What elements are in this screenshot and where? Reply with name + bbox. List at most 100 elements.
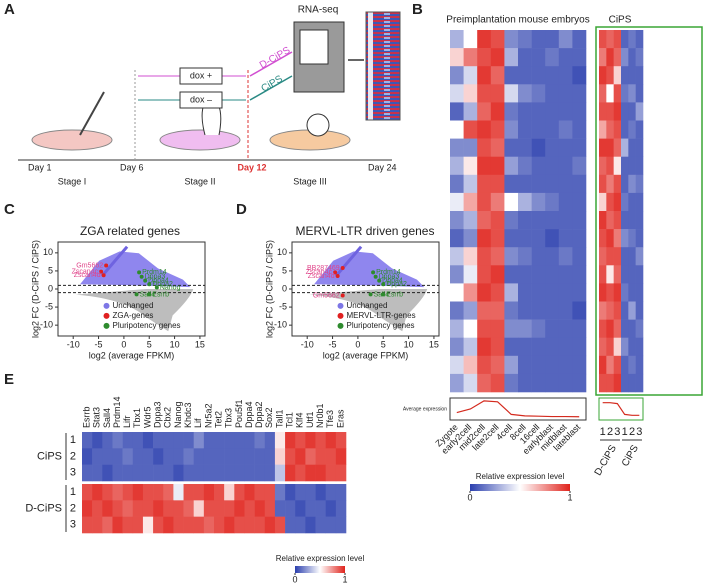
- heatmap-cell: [325, 432, 337, 449]
- heatmap-cell: [504, 283, 519, 302]
- column-label: 2: [607, 426, 613, 438]
- heatmap-cell: [132, 448, 144, 465]
- gene-label: Zscan4c: [306, 269, 333, 276]
- y-axis-label: log2 FC (D-CiPS / CiPS): [264, 240, 274, 338]
- heatmap-cell: [92, 484, 103, 501]
- x-tick-label: 15: [195, 339, 205, 349]
- heatmap-cell: [325, 464, 337, 482]
- heatmap-cell: [477, 355, 492, 375]
- heatmap-cell: [572, 48, 587, 67]
- heatmap-cell: [463, 301, 478, 320]
- arrow: [249, 75, 293, 101]
- heatmap-cell: [173, 464, 184, 482]
- heatmap-cell: [285, 448, 296, 465]
- heatmap-cell: [477, 48, 492, 67]
- heatmap-cell: [518, 211, 532, 230]
- legend-label: ZGA-genes: [113, 311, 154, 320]
- y-tick-label: -10: [274, 320, 287, 330]
- heatmap-cell: [82, 464, 93, 482]
- heatmap-cell: [305, 448, 316, 465]
- heatmap-cell: [325, 500, 337, 517]
- heatmap-cell: [572, 120, 587, 139]
- heatmap-cell: [450, 247, 464, 266]
- heatmap-cell: [531, 283, 546, 302]
- heatmap-cell: [628, 229, 636, 248]
- average-line: [602, 402, 640, 416]
- heatmap-cell: [234, 464, 245, 482]
- heatmap-cell: [122, 448, 134, 465]
- heatmap-cell: [244, 448, 255, 465]
- heatmap-cell: [572, 211, 587, 230]
- heatmap-cell: [599, 229, 607, 248]
- column-label: 2: [629, 426, 635, 438]
- heatmap-cell: [504, 337, 519, 357]
- heatmap-cell: [504, 138, 519, 157]
- heatmap-cell: [621, 337, 629, 357]
- heatmap-title: Preimplantation mouse embryos: [446, 15, 589, 26]
- gene-label: Tcl1: [285, 412, 295, 428]
- heatmap-cell: [628, 84, 636, 103]
- gene-label: Dppa3: [153, 401, 163, 428]
- heatmap-cell: [545, 247, 560, 266]
- heatmap-cell: [558, 301, 573, 320]
- heatmap-cell: [214, 432, 225, 449]
- heatmap-cell: [504, 247, 519, 266]
- heatmap-cell: [558, 102, 573, 121]
- heatmap-cell: [635, 337, 644, 357]
- heatmap-cell: [254, 484, 266, 501]
- heatmap-cell: [450, 355, 464, 375]
- colorbar-tick-label: 0: [292, 574, 297, 583]
- heatmap-cell: [477, 84, 492, 103]
- gene-point: [377, 278, 382, 283]
- heatmap-cell: [635, 174, 644, 194]
- heatmap-cell: [112, 448, 123, 465]
- heatmap-cell: [635, 84, 644, 103]
- heatmap-cell: [621, 138, 629, 157]
- heatmap-cell: [621, 66, 629, 85]
- heatmap-cell: [606, 373, 614, 393]
- panel-label: D: [236, 201, 247, 218]
- heatmap-cell: [183, 464, 194, 482]
- heatmap-cell: [477, 102, 492, 121]
- x-tick-label: 10: [404, 339, 414, 349]
- gene-label: Esrrb: [152, 291, 169, 298]
- heatmap-cell: [463, 283, 478, 302]
- gene-label: Dppa4: [148, 278, 169, 285]
- heatmap-cell: [572, 373, 587, 393]
- heatmap-cell: [163, 464, 174, 482]
- gene-label: Prdm14: [142, 269, 167, 276]
- heatmap-cell: [613, 373, 622, 393]
- heatmap-cell: [628, 373, 636, 393]
- heatmap-cell: [572, 102, 587, 121]
- heatmap-cell: [315, 448, 326, 465]
- heatmap-cell: [599, 138, 607, 157]
- heatmap-cell: [193, 464, 205, 482]
- heatmap-cell: [518, 102, 532, 121]
- legend-marker: [337, 302, 344, 309]
- gene-label: Cbx2: [163, 407, 173, 428]
- gene-point: [99, 269, 104, 274]
- heatmap-cell: [112, 484, 123, 501]
- heatmap-cell: [606, 48, 614, 67]
- panel-label: E: [4, 371, 14, 388]
- heatmap-cell: [490, 156, 505, 176]
- heatmap-cell: [599, 265, 607, 284]
- heatmap-cell: [613, 156, 622, 176]
- heatmap-cell: [628, 120, 636, 139]
- heatmap-cell: [142, 516, 154, 534]
- dish: [31, 129, 113, 151]
- heatmap-cell: [477, 283, 492, 302]
- heatmap-cell: [518, 337, 532, 357]
- heatmap-cell: [545, 102, 560, 121]
- gene-label: Nanog: [160, 284, 181, 291]
- heatmap-cell: [504, 229, 519, 248]
- heatmap-cell: [621, 102, 629, 121]
- heatmap-cell: [531, 48, 546, 67]
- heatmap-cell: [613, 283, 622, 302]
- heatmap-cell: [545, 66, 560, 85]
- heatmap-cell: [203, 448, 215, 465]
- heatmap-cell: [264, 500, 276, 517]
- heatmap-cell: [606, 102, 614, 121]
- heatmap-cell: [558, 355, 573, 375]
- heatmap-cell: [613, 30, 622, 49]
